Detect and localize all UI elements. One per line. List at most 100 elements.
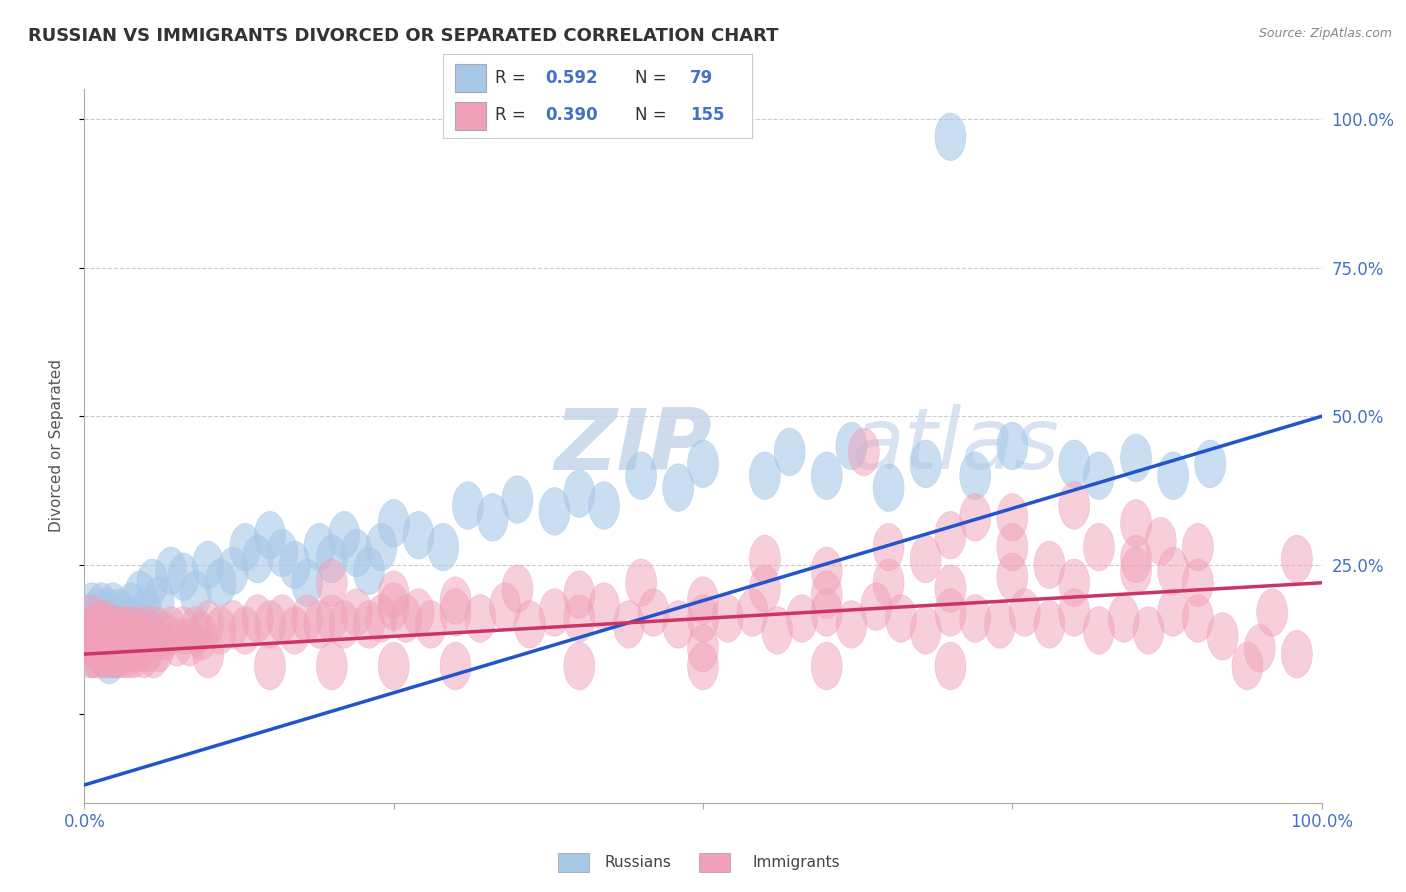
Ellipse shape (267, 529, 298, 577)
Ellipse shape (91, 613, 122, 660)
Ellipse shape (80, 613, 111, 660)
Ellipse shape (291, 595, 322, 642)
Ellipse shape (997, 524, 1028, 571)
Ellipse shape (1033, 541, 1064, 589)
Text: RUSSIAN VS IMMIGRANTS DIVORCED OR SEPARATED CORRELATION CHART: RUSSIAN VS IMMIGRANTS DIVORCED OR SEPARA… (28, 27, 779, 45)
Ellipse shape (489, 582, 520, 631)
Ellipse shape (316, 535, 347, 582)
Ellipse shape (1182, 524, 1213, 571)
Ellipse shape (115, 607, 146, 654)
Ellipse shape (136, 613, 167, 660)
Ellipse shape (1195, 440, 1226, 488)
Ellipse shape (104, 607, 135, 654)
Ellipse shape (174, 618, 205, 666)
Ellipse shape (156, 547, 187, 595)
Text: R =: R = (495, 69, 531, 87)
Ellipse shape (1232, 642, 1263, 690)
Ellipse shape (83, 624, 114, 672)
Ellipse shape (1033, 600, 1064, 648)
Text: 79: 79 (690, 69, 714, 87)
Ellipse shape (100, 607, 131, 654)
Ellipse shape (638, 589, 669, 636)
Ellipse shape (229, 607, 260, 654)
Ellipse shape (626, 559, 657, 607)
Ellipse shape (115, 624, 146, 672)
Ellipse shape (89, 631, 120, 678)
Ellipse shape (662, 600, 693, 648)
Ellipse shape (662, 464, 693, 511)
Ellipse shape (1281, 631, 1312, 678)
Ellipse shape (378, 500, 409, 547)
Ellipse shape (193, 631, 224, 678)
Ellipse shape (1084, 452, 1115, 500)
Ellipse shape (143, 577, 174, 624)
Ellipse shape (1281, 535, 1312, 582)
Ellipse shape (93, 618, 124, 666)
Ellipse shape (811, 571, 842, 618)
Ellipse shape (76, 582, 107, 631)
Ellipse shape (1084, 524, 1115, 571)
Ellipse shape (378, 582, 409, 631)
Ellipse shape (1108, 595, 1139, 642)
Ellipse shape (77, 618, 108, 666)
Ellipse shape (94, 636, 125, 684)
Ellipse shape (96, 618, 127, 666)
Ellipse shape (440, 642, 471, 690)
Ellipse shape (415, 600, 446, 648)
Ellipse shape (837, 600, 868, 648)
Text: ZIP: ZIP (554, 404, 713, 488)
Ellipse shape (75, 607, 105, 654)
Ellipse shape (378, 642, 409, 690)
Ellipse shape (218, 600, 249, 648)
Ellipse shape (105, 618, 136, 666)
Ellipse shape (242, 595, 273, 642)
Ellipse shape (1121, 434, 1152, 482)
Ellipse shape (82, 589, 112, 636)
Ellipse shape (304, 600, 335, 648)
Ellipse shape (136, 559, 167, 607)
Ellipse shape (108, 631, 139, 678)
Ellipse shape (167, 553, 198, 600)
Ellipse shape (89, 613, 120, 660)
Ellipse shape (477, 493, 508, 541)
Ellipse shape (749, 452, 780, 500)
Ellipse shape (564, 571, 595, 618)
Ellipse shape (502, 565, 533, 613)
Ellipse shape (131, 589, 162, 636)
Ellipse shape (86, 582, 117, 631)
Ellipse shape (329, 511, 360, 559)
Ellipse shape (193, 541, 224, 589)
Ellipse shape (935, 589, 966, 636)
Ellipse shape (98, 607, 129, 654)
Ellipse shape (564, 642, 595, 690)
Ellipse shape (97, 613, 128, 660)
Ellipse shape (453, 482, 484, 529)
Ellipse shape (112, 613, 143, 660)
Ellipse shape (73, 595, 104, 642)
Ellipse shape (1059, 482, 1090, 529)
Ellipse shape (125, 613, 156, 660)
Ellipse shape (366, 595, 396, 642)
Ellipse shape (205, 607, 236, 654)
Ellipse shape (1244, 624, 1275, 672)
Ellipse shape (1157, 589, 1188, 636)
Ellipse shape (180, 571, 211, 618)
Ellipse shape (1182, 595, 1213, 642)
Ellipse shape (93, 589, 124, 636)
Ellipse shape (141, 607, 172, 654)
Ellipse shape (1121, 535, 1152, 582)
Ellipse shape (79, 607, 110, 654)
Ellipse shape (775, 428, 806, 475)
Text: 155: 155 (690, 106, 725, 124)
Ellipse shape (84, 618, 115, 666)
Ellipse shape (103, 613, 134, 660)
FancyBboxPatch shape (456, 102, 486, 130)
Ellipse shape (404, 589, 434, 636)
FancyBboxPatch shape (456, 63, 486, 92)
Ellipse shape (101, 600, 132, 648)
Ellipse shape (97, 582, 128, 631)
Ellipse shape (103, 631, 134, 678)
Ellipse shape (737, 589, 768, 636)
Ellipse shape (107, 613, 138, 660)
Ellipse shape (502, 475, 533, 524)
